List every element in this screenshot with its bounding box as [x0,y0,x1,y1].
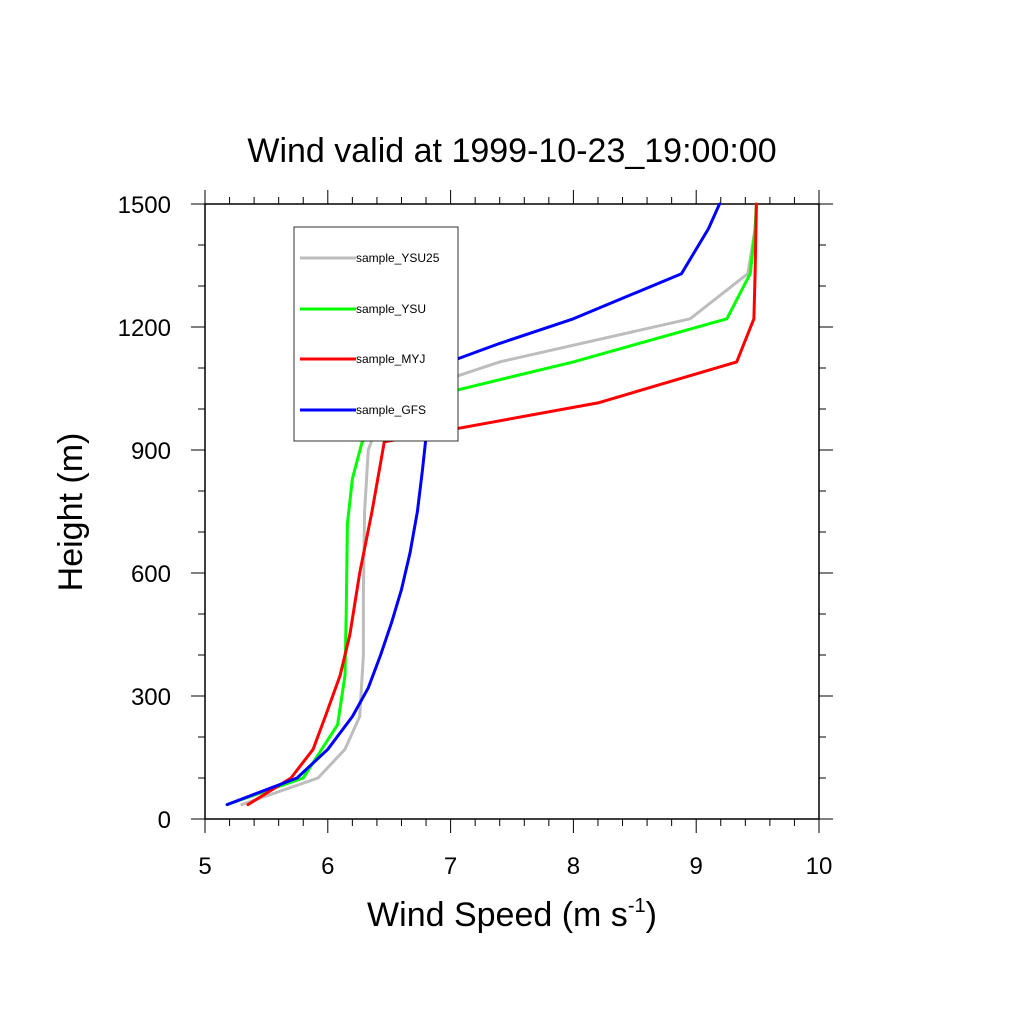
legend-label: sample_YSU [356,302,426,316]
data-series [225,202,758,807]
series-line-sample-ysu [225,202,758,807]
legend-label: sample_MYJ [356,352,425,366]
y-tick-label: 600 [131,561,171,588]
axis-ticks: 5 6 7 8 9 10 0 300 600 900 1200 1500 [118,190,833,880]
y-tick-label: 1200 [118,315,171,342]
series-line-sample-gfs [225,202,721,807]
x-tick-label: 9 [690,853,703,880]
x-axis-label-superscript: -1 [628,895,646,917]
y-tick-label: 1500 [118,192,171,219]
y-tick-label: 900 [131,438,171,465]
x-tick-label: 6 [321,853,334,880]
chart-title: Wind valid at 1999-10-23_19:00:00 [247,132,776,170]
x-tick-label: 10 [806,853,833,880]
y-tick-label: 0 [158,807,171,834]
x-axis-label-main: Wind Speed (m s [367,896,628,934]
legend-box [293,226,459,442]
x-tick-label: 8 [567,853,580,880]
y-axis-label: Height (m) [52,433,90,592]
legend-label: sample_GFS [356,403,426,417]
series-line-sample-myj [246,202,758,807]
x-axis-label: Wind Speed (m s-1) [367,895,657,934]
x-tick-label: 7 [444,853,457,880]
series-line-sample-ysu25 [240,202,758,807]
y-tick-label: 300 [131,684,171,711]
legend: sample_YSU25 sample_YSU sample_MYJ sample_G… [293,226,459,442]
legend-label: sample_YSU25 [356,251,440,265]
x-axis-label-end: ) [646,896,657,934]
plot-frame [204,203,820,820]
x-tick-label: 5 [198,853,211,880]
